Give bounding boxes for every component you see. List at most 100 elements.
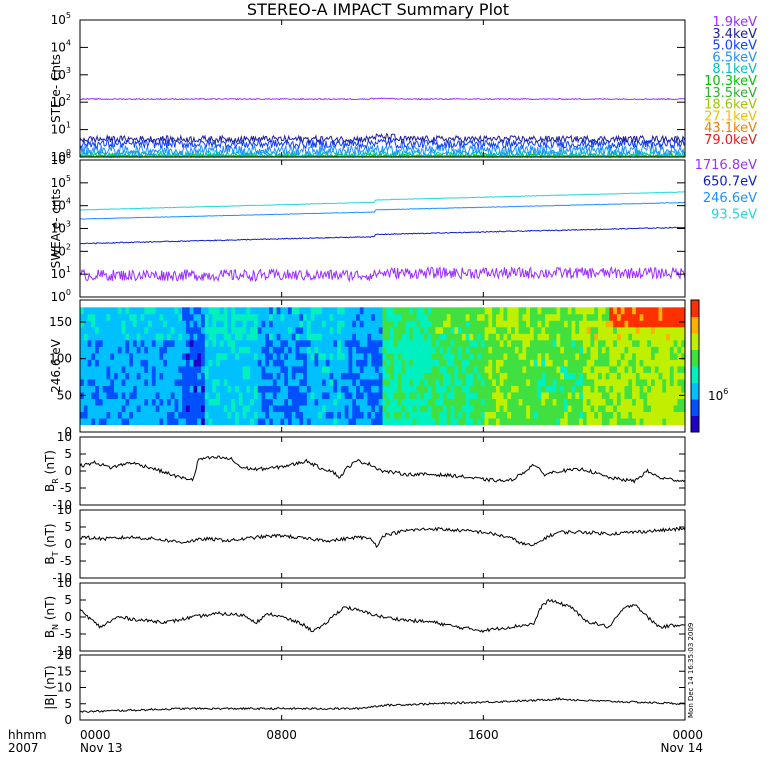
heatmap-cell [439,398,444,406]
heatmap-cell [507,392,512,399]
heatmap-cell [261,379,266,386]
heatmap-cell [212,385,217,393]
heatmap-cell [272,339,278,347]
heatmap-cell [495,392,501,399]
heatmap-cell [337,346,342,354]
heatmap-cell [511,307,516,315]
heatmap-cell [393,372,399,380]
heatmap-cell [284,411,289,419]
heatmap-cell [609,372,614,380]
heatmap-cell [306,398,312,406]
heatmap-cell [106,392,111,399]
heatmap-cell [654,333,659,341]
heatmap-cell [594,320,599,328]
heatmap-cell [371,333,376,341]
heatmap-cell [488,346,493,354]
heatmap-cell [446,333,451,341]
heatmap-cell [499,339,504,347]
heatmap-cell [219,411,225,419]
heatmap-cell [673,333,678,341]
heatmap-cell [594,326,599,334]
heatmap-cell [548,313,554,321]
heatmap-cell [408,352,414,360]
heatmap-cell [170,398,175,406]
heatmap-cell [439,392,444,399]
heatmap-cell [189,339,194,347]
heatmap-cell [102,339,107,347]
heatmap-cell [605,313,610,321]
heatmap-cell [635,333,641,341]
heatmap-cell [98,320,104,328]
heatmap-cell [159,411,164,419]
heatmap-cell [522,333,527,341]
heatmap-cell [435,411,440,419]
heatmap-cell [291,418,296,426]
heatmap-cell [216,398,221,406]
heatmap-cell [590,418,595,426]
heatmap-cell [454,346,459,354]
heatmap-cell [408,333,414,341]
heatmap-cell [639,307,644,315]
heatmap-cell [280,313,285,321]
heatmap-cell [382,346,387,354]
heatmap-cell [397,339,402,347]
heatmap-cell [650,385,656,393]
heatmap-cell [458,372,463,380]
heatmap-cell [390,307,395,315]
heatmap-cell [541,405,546,413]
heatmap-cell [567,359,572,367]
heatmap-cell [144,392,149,399]
heatmap-cell [246,320,251,328]
colorbar-band [691,316,699,334]
heatmap-cell [303,398,308,406]
heatmap-cell [662,366,667,373]
heatmap-cell [635,346,641,354]
heatmap-cell [594,398,599,406]
heatmap-cell [677,385,682,393]
heatmap-cell [201,379,206,386]
heatmap-cell [677,320,682,328]
heatmap-cell [632,411,637,419]
heatmap-cell [548,398,554,406]
heatmap-cell [182,385,187,393]
heatmap-cell [582,320,588,328]
heatmap-cell [590,326,595,334]
heatmap-cell [590,339,595,347]
heatmap-cell [333,418,338,426]
heatmap-cell [495,346,501,354]
heatmap-cell [325,352,330,360]
heatmap-cell [662,411,667,419]
heatmap-cell [446,372,451,380]
heatmap-cell [208,385,213,393]
heatmap-cell [227,352,232,360]
heatmap-cell [639,313,644,321]
heatmap-cell [148,313,153,321]
heatmap-cell [325,333,330,341]
heatmap-cell [363,339,368,347]
heatmap-cell [314,372,319,380]
heatmap-cell [469,405,474,413]
heatmap-cell [246,359,251,367]
heatmap-cell [144,385,149,393]
heatmap-cell [613,326,618,334]
heatmap-cell [511,359,516,367]
heatmap-cell [136,346,141,354]
heatmap-cell [477,320,482,328]
heatmap-cell [182,352,187,360]
heatmap-cell [250,398,255,406]
heatmap-cell [83,339,88,347]
heatmap-cell [443,320,448,328]
heatmap-cell [178,398,183,406]
heatmap-cell [401,385,406,393]
heatmap-cell [287,418,293,426]
heatmap-cell [586,392,591,399]
heatmap-cell [170,359,175,367]
heatmap-cell [575,418,580,426]
heatmap-cell [170,326,175,334]
heatmap-cell [405,405,410,413]
heatmap-cell [408,379,414,386]
heatmap-cell [620,359,625,367]
heatmap-cell [507,379,512,386]
heatmap-cell [117,372,122,380]
